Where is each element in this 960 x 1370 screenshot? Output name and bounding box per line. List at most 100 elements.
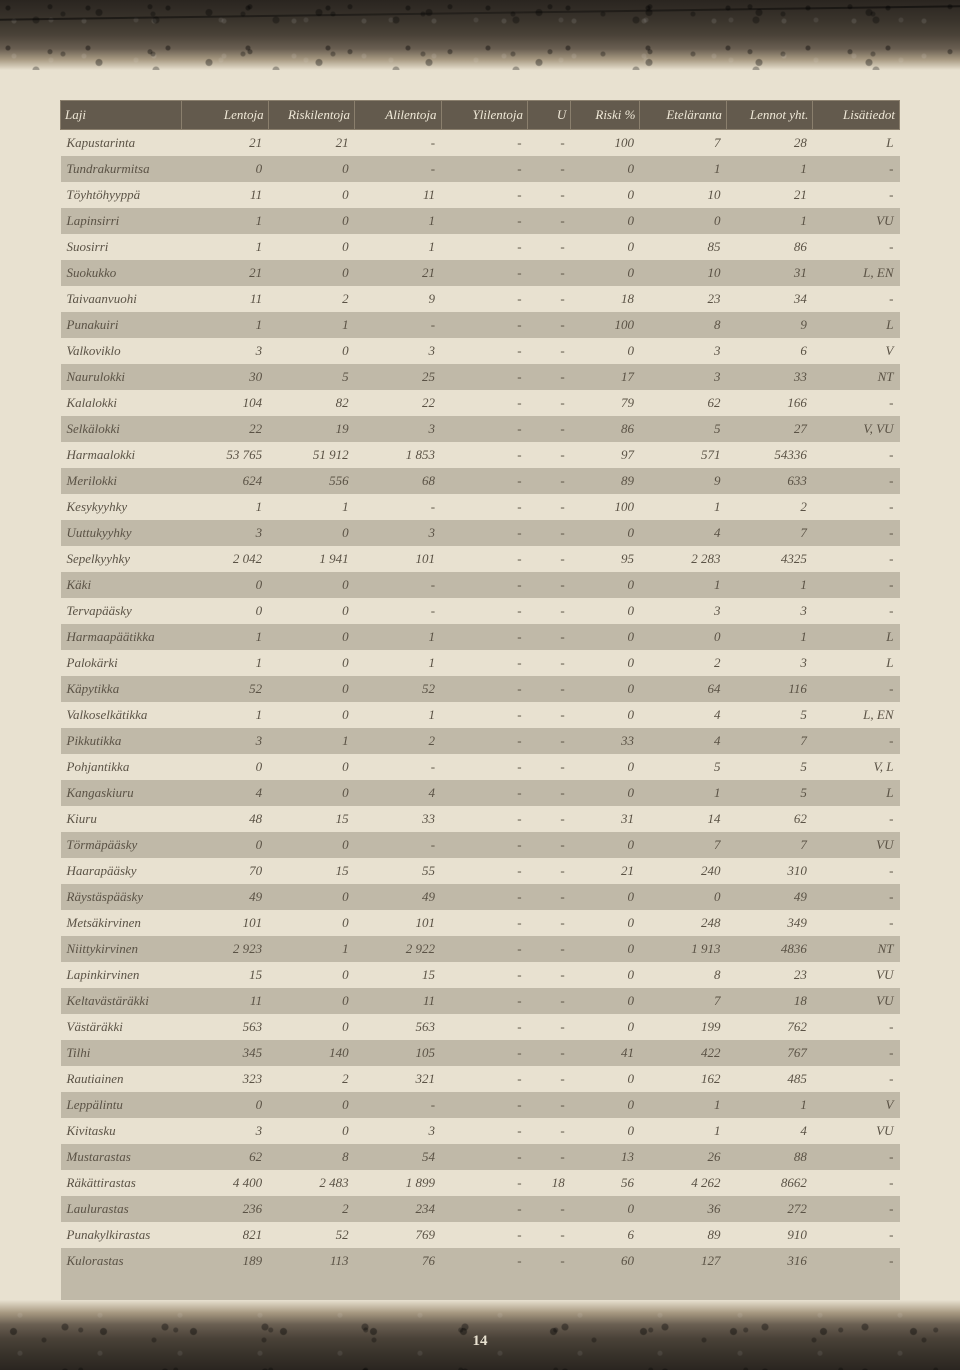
table-cell: 101: [355, 546, 441, 572]
table-cell: 624: [182, 468, 268, 494]
table-cell: 127: [640, 1248, 726, 1274]
table-row: Törmäpääsky00---077VU: [61, 832, 900, 858]
table-header: LajiLentojaRiskilentojaAlilentojaYlilent…: [61, 101, 900, 130]
table-cell: [355, 1274, 441, 1300]
table-cell: 0: [571, 676, 640, 702]
table-cell: -: [528, 858, 571, 884]
table-cell: 3: [355, 520, 441, 546]
table-cell: -: [528, 1066, 571, 1092]
table-cell: -: [528, 572, 571, 598]
table-row: Naurulokki30525--17333NT: [61, 364, 900, 390]
table-cell: -: [813, 1222, 900, 1248]
table-cell: [528, 1274, 571, 1300]
table-cell: -: [528, 728, 571, 754]
table-cell: -: [813, 1066, 900, 1092]
column-header: U: [528, 101, 571, 130]
table-cell: 4836: [726, 936, 812, 962]
table-cell: -: [528, 702, 571, 728]
table-cell: L: [813, 312, 900, 338]
table-cell: 1 913: [640, 936, 726, 962]
table-cell: 10: [640, 182, 726, 208]
table-cell: 4: [355, 780, 441, 806]
table-row: Lapinsirri101--001VU: [61, 208, 900, 234]
table-cell: -: [528, 598, 571, 624]
table-cell: 18: [726, 988, 812, 1014]
table-cell: 0: [268, 572, 354, 598]
top-texture: [0, 0, 960, 70]
table-cell: Laulurastas: [61, 1196, 182, 1222]
table-cell: -: [528, 936, 571, 962]
table-row: Suokukko21021--01031L, EN: [61, 260, 900, 286]
table-cell: Kesykyyhky: [61, 494, 182, 520]
table-row: Rautiainen3232321--0162485-: [61, 1066, 900, 1092]
table-cell: 8: [640, 962, 726, 988]
table-cell: 5: [726, 780, 812, 806]
table-row: Laulurastas2362234--036272-: [61, 1196, 900, 1222]
table-cell: 240: [640, 858, 726, 884]
table-cell: 0: [268, 702, 354, 728]
table-cell: Käpytikka: [61, 676, 182, 702]
table-cell: 2: [640, 650, 726, 676]
table-cell: 0: [571, 1196, 640, 1222]
table-cell: 4325: [726, 546, 812, 572]
table-row: Metsäkirvinen1010101--0248349-: [61, 910, 900, 936]
table-cell: Palokärki: [61, 650, 182, 676]
table-cell: 14: [640, 806, 726, 832]
table-cell: Kiuru: [61, 806, 182, 832]
table-cell: 79: [571, 390, 640, 416]
table-cell: 0: [571, 338, 640, 364]
table-cell: 199: [640, 1014, 726, 1040]
table-cell: 21: [355, 260, 441, 286]
table-cell: 7: [640, 988, 726, 1014]
table-cell: [640, 1274, 726, 1300]
table-cell: 1: [182, 702, 268, 728]
table-row: Sepelkyyhky2 0421 941101--952 2834325-: [61, 546, 900, 572]
table-cell: -: [813, 468, 900, 494]
table-cell: [813, 1274, 900, 1300]
table-cell: 2 923: [182, 936, 268, 962]
table-cell: L: [813, 650, 900, 676]
table-cell: Suosirri: [61, 234, 182, 260]
table-cell: 4: [182, 780, 268, 806]
table-row: Valkoselkätikka101--045L, EN: [61, 702, 900, 728]
table-cell: Räkättirastas: [61, 1170, 182, 1196]
table-row: Leppälintu00---011V: [61, 1092, 900, 1118]
table-cell: 113: [268, 1248, 354, 1274]
table-cell: -: [528, 468, 571, 494]
table-cell: 272: [726, 1196, 812, 1222]
table-cell: 0: [571, 260, 640, 286]
table-row: Pohjantikka00---055V, L: [61, 754, 900, 780]
table-cell: -: [441, 936, 527, 962]
table-cell: 23: [726, 962, 812, 988]
table-cell: 105: [355, 1040, 441, 1066]
table-cell: 1: [640, 780, 726, 806]
table-cell: 248: [640, 910, 726, 936]
table-cell: -: [441, 728, 527, 754]
table-cell: 166: [726, 390, 812, 416]
table-cell: 0: [571, 520, 640, 546]
table-cell: 1: [268, 728, 354, 754]
table-cell: 1: [268, 312, 354, 338]
table-cell: Tervapääsky: [61, 598, 182, 624]
species-table: LajiLentojaRiskilentojaAlilentojaYlilent…: [60, 100, 900, 1300]
table-cell: Taivaanvuohi: [61, 286, 182, 312]
table-cell: 0: [571, 1118, 640, 1144]
table-cell: 0: [571, 1014, 640, 1040]
table-cell: 1 941: [268, 546, 354, 572]
table-cell: -: [441, 286, 527, 312]
table-cell: 3: [640, 598, 726, 624]
table-cell: Uuttukyyhky: [61, 520, 182, 546]
table-cell: -: [441, 312, 527, 338]
table-cell: 310: [726, 858, 812, 884]
table-cell: Valkoselkätikka: [61, 702, 182, 728]
table-cell: L: [813, 130, 900, 157]
table-cell: 1: [268, 936, 354, 962]
table-cell: Västäräkki: [61, 1014, 182, 1040]
table-cell: 0: [268, 962, 354, 988]
table-cell: L, EN: [813, 260, 900, 286]
table-cell: 0: [640, 884, 726, 910]
table-cell: 22: [355, 390, 441, 416]
table-cell: 571: [640, 442, 726, 468]
table-cell: -: [441, 754, 527, 780]
table-cell: -: [813, 156, 900, 182]
